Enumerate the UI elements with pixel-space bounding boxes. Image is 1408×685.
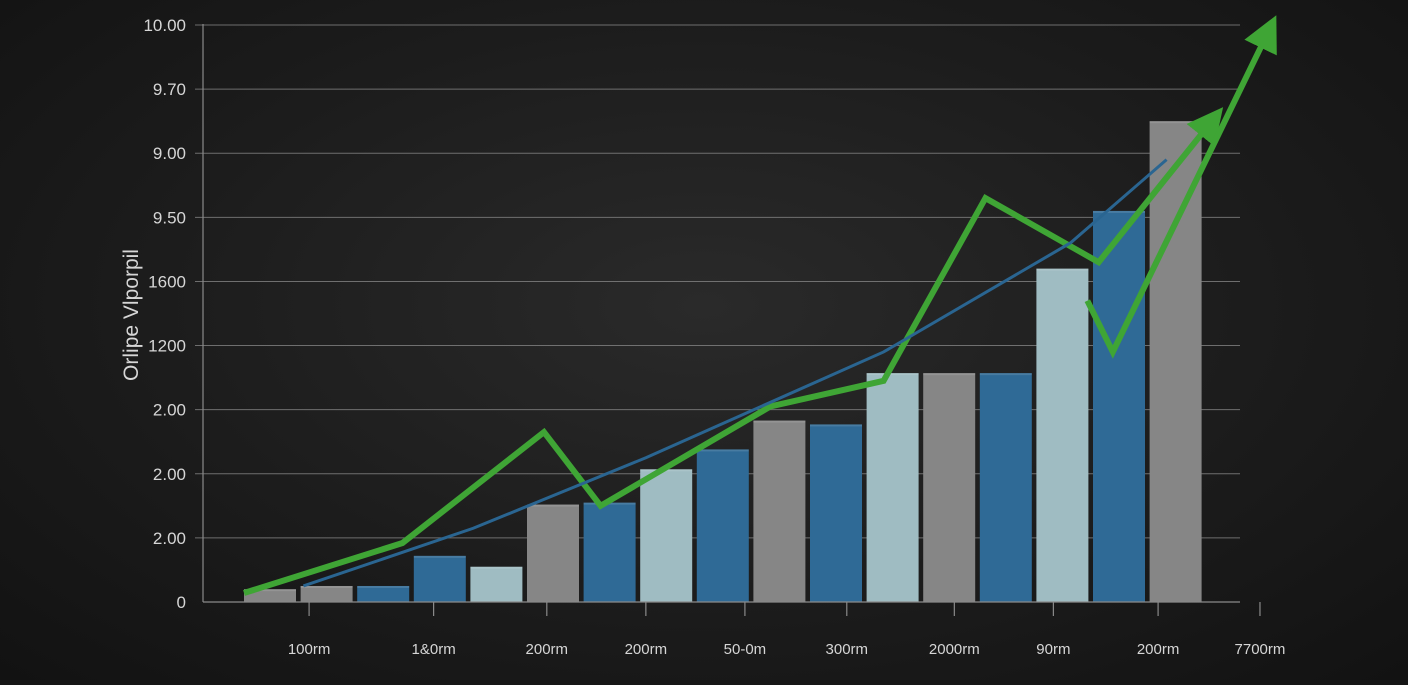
y-tick-label: 9.00 (153, 144, 186, 163)
x-tick-label: 300rm (826, 641, 869, 658)
axes (202, 24, 1240, 603)
bar (810, 424, 862, 602)
bar (866, 373, 919, 602)
bar (696, 449, 749, 602)
y-tick-label: 2.00 (153, 465, 186, 484)
bar (640, 469, 693, 602)
bar (244, 589, 296, 602)
x-tick-label: 7700rm (1235, 641, 1286, 658)
bar-highlight (866, 373, 919, 376)
bar (300, 585, 353, 602)
bar (470, 566, 523, 602)
y-tick-label: 10.00 (143, 16, 186, 35)
bar (1149, 121, 1202, 603)
grid-lines (195, 24, 1240, 539)
y-tick-label: 1600 (148, 272, 186, 291)
x-tick-label: 90rm (1036, 641, 1070, 658)
bar-highlight (527, 504, 579, 507)
bar-highlight (923, 373, 976, 376)
bar (413, 555, 466, 602)
green-trend-line (1084, 15, 1277, 359)
blue-trend-line (302, 158, 1168, 588)
bar-highlight (810, 424, 862, 427)
trend-lines (243, 15, 1277, 596)
bar (979, 373, 1032, 602)
bar (527, 504, 579, 602)
bar (1036, 268, 1089, 602)
x-tick-labels: 100rm 1&0rm 200rm 200rm 50-0m 300rm 2000rm 90rm… (288, 602, 1286, 658)
bar-highlight (357, 585, 410, 588)
bar-highlight (1036, 268, 1089, 271)
bar-highlight (979, 373, 1032, 376)
y-tick-label: 2.00 (153, 401, 186, 420)
y-tick-label: 1200 (148, 337, 186, 356)
y-tick-label: 9.70 (153, 80, 186, 99)
bars (244, 121, 1202, 603)
x-tick-label: 200rm (1137, 641, 1180, 658)
bar (753, 420, 806, 602)
bar-highlight (300, 585, 353, 588)
bar (923, 373, 976, 602)
bar-highlight (1149, 121, 1202, 124)
bar-highlight (1093, 210, 1145, 213)
bar (583, 502, 636, 602)
bar-highlight (470, 566, 523, 569)
y-tick-label: 9.50 (153, 208, 186, 227)
x-tick-label: 50-0m (724, 641, 767, 658)
y-tick-label: 0 (177, 593, 186, 612)
x-tick-label: 1&0rm (412, 641, 456, 658)
y-tick-label: 2.00 (153, 529, 186, 548)
bar-highlight (244, 589, 296, 592)
x-tick-label: 2000rm (929, 641, 980, 658)
bar-highlight (753, 420, 806, 423)
y-tick-labels: 0 2.00 2.00 2.00 1200 1600 9.50 9.00 9.70 10.00 (143, 16, 186, 612)
bar-highlight (696, 449, 749, 452)
bar (1093, 210, 1145, 602)
x-tick-label: 200rm (526, 641, 569, 658)
green-trend-line (243, 107, 1224, 596)
bar (357, 585, 410, 602)
x-tick-label: 100rm (288, 641, 331, 658)
x-tick-label: 200rm (625, 641, 668, 658)
y-axis-title: Orlipe Vlporpil (120, 249, 143, 381)
bar-highlight (413, 555, 466, 558)
